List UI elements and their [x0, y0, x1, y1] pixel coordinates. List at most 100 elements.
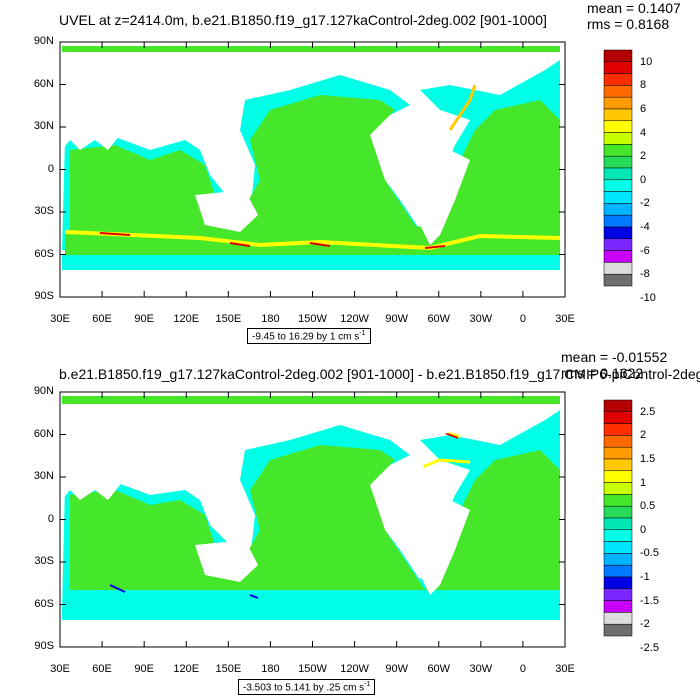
colorbar-label: -2.5: [640, 641, 659, 654]
colorbar-cell: [603, 96, 633, 110]
lon-label: 150W: [298, 313, 327, 325]
colorbar-cell: [603, 399, 633, 413]
panel2-rms: rms = 0.1622: [561, 365, 644, 381]
colorbar-cell: [603, 273, 633, 287]
lat-label: 90S: [34, 640, 54, 652]
colorbar-cell: [603, 226, 633, 240]
colorbar-label: 8: [640, 79, 647, 92]
lon-label: 120E: [173, 663, 200, 675]
panel1-range-exp: -1: [359, 330, 366, 337]
colorbar-cell: [603, 458, 633, 472]
lat-label: 30S: [34, 555, 54, 567]
lon-label: 60W: [427, 313, 451, 325]
colorbar-label: -10: [640, 291, 656, 304]
panel1-map: [59, 41, 566, 298]
colorbar-cell: [603, 435, 633, 448]
lon-label: 60W: [427, 663, 451, 675]
panel1-mean: mean = 0.1407: [587, 0, 681, 16]
lon-label: 60E: [92, 663, 112, 675]
colorbar-cell: [603, 120, 633, 133]
panel1-range-text: -9.45 to 16.29 by 1 cm s: [252, 331, 360, 343]
colorbar-cell: [603, 179, 633, 192]
lat-label: 30N: [33, 120, 54, 132]
colorbar-cell: [603, 203, 633, 216]
colorbar-cell: [603, 482, 633, 495]
lon-label: 30E: [555, 663, 575, 675]
lat-label: 60N: [33, 427, 54, 440]
colorbar-cell: [603, 600, 633, 613]
lon-label: 150W: [298, 663, 327, 675]
lon-label: 30E: [555, 313, 575, 325]
lon-label: 90W: [385, 313, 408, 325]
colorbar-cell: [603, 85, 633, 98]
colorbar-label: -6: [640, 244, 650, 257]
colorbar-cell: [603, 612, 633, 625]
panel2-land-antarctica: [60, 620, 565, 647]
colorbar-label: 0.5: [640, 500, 656, 513]
panel1-range-box: -9.45 to 16.29 by 1 cm s-1: [247, 328, 371, 345]
lat-label: 90N: [33, 35, 54, 47]
colorbar-label: 2: [640, 429, 647, 442]
lon-label: 120W: [340, 663, 369, 675]
colorbar-label: 6: [640, 103, 647, 115]
colorbar-cell: [603, 470, 633, 483]
lon-label: 90E: [134, 663, 154, 675]
panel2-land-australia: [195, 540, 258, 582]
lat-label: 0: [47, 162, 54, 175]
lon-label: 120W: [340, 313, 369, 325]
panel1-title: UVEL at z=2414.0m, b.e21.B1850.f19_g17.1…: [59, 12, 547, 28]
lon-label: 30E: [50, 663, 70, 675]
lon-label: 180: [261, 313, 280, 325]
colorbar-label: -4: [640, 221, 650, 233]
lat-label: 90N: [33, 385, 54, 397]
panel2-colorbar: [603, 399, 633, 637]
panel1-rms: rms = 0.8168: [587, 16, 670, 32]
colorbar-cell: [603, 423, 633, 436]
colorbar-cell: [603, 529, 633, 542]
lat-label: 60N: [33, 77, 54, 90]
lon-label: 90W: [385, 663, 408, 675]
colorbar-label: 2.5: [640, 405, 656, 418]
panel2-land-americas: [380, 460, 470, 595]
colorbar-label: 1.5: [640, 453, 656, 465]
colorbar-cell: [603, 144, 633, 157]
panel2-range-box: -3.503 to 5.141 by .25 cm s-1: [238, 679, 376, 696]
panel2-map: [59, 391, 566, 648]
colorbar-cell: [603, 167, 633, 181]
colorbar-label: -1: [640, 571, 650, 583]
colorbar-cell: [603, 214, 633, 228]
colorbar-cell: [603, 49, 633, 63]
lon-label: 30W: [469, 313, 493, 325]
colorbar-cell: [603, 623, 633, 637]
lat-label: 60S: [34, 247, 54, 260]
panel1-land-antarctica: [60, 270, 565, 297]
colorbar-cell: [603, 262, 633, 275]
colorbar-label: 0: [640, 173, 647, 186]
colorbar-cell: [603, 73, 633, 86]
colorbar-cell: [603, 576, 633, 590]
colorbar-cell: [603, 553, 633, 566]
colorbar-label: 0: [640, 523, 647, 536]
colorbar-label: 10: [640, 55, 653, 68]
panel1-land-americas: [380, 110, 470, 245]
lon-label: 0: [519, 663, 526, 675]
panel1-land-eurasia: [62, 55, 540, 120]
colorbar-cell: [603, 411, 633, 424]
colorbar-cell: [603, 155, 633, 169]
colorbar-cell: [603, 564, 633, 578]
lat-label: 90S: [34, 290, 54, 302]
colorbar-cell: [603, 541, 633, 554]
lat-label: 30N: [33, 470, 54, 482]
colorbar-label: -0.5: [640, 547, 659, 560]
panel2-land-eurasia: [62, 405, 540, 470]
colorbar-cell: [603, 132, 633, 145]
colorbar-cell: [603, 446, 633, 460]
lon-label: 30W: [469, 663, 493, 675]
lon-label: 120E: [173, 313, 200, 325]
colorbar-label: -2: [640, 618, 650, 631]
colorbar-cell: [603, 191, 633, 204]
panel2-mean: mean = -0.01552: [561, 349, 668, 365]
lat-label: 0: [47, 512, 54, 525]
colorbar-cell: [603, 61, 633, 74]
colorbar-cell: [603, 517, 633, 531]
